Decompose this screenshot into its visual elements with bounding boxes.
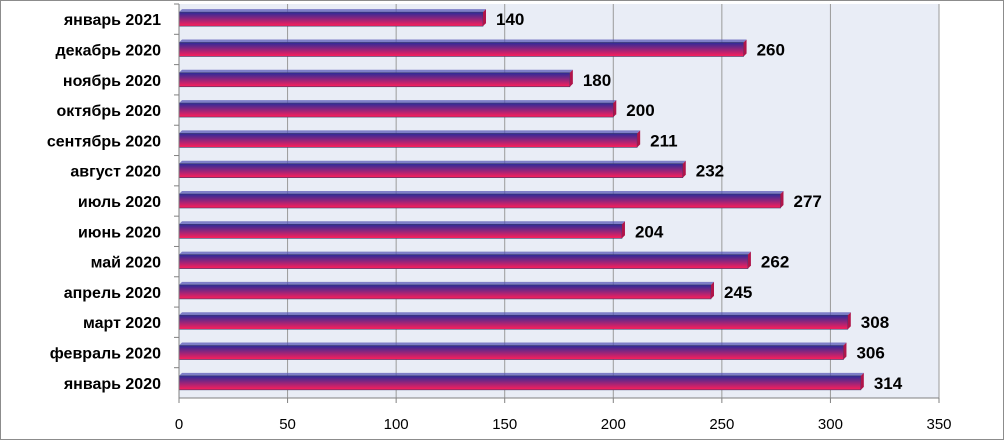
bar-side-face — [613, 100, 617, 118]
bar-ноябрь 2020 — [178, 72, 571, 88]
bar-side-face — [711, 281, 714, 299]
bar-side-face — [860, 372, 864, 390]
bar-июль 2020 — [178, 193, 781, 209]
value-label: 245 — [724, 283, 752, 302]
bars — [178, 9, 864, 391]
bar-top-face — [179, 39, 747, 43]
axes — [174, 3, 940, 403]
bar-side-face — [747, 251, 751, 269]
bar-side-face — [743, 39, 747, 57]
bar-top-face — [179, 281, 714, 285]
bar-side-face — [569, 69, 573, 87]
category-label: сентябрь 2020 — [47, 133, 161, 150]
bar-май 2020 — [178, 254, 749, 269]
bar-top-face — [179, 9, 486, 13]
bar-top-face — [179, 251, 751, 255]
category-label: июль 2020 — [78, 194, 161, 211]
bar-февраль 2020 — [178, 345, 844, 360]
bar-декабрь 2020 — [178, 42, 744, 57]
bar-сентябрь 2020 — [178, 133, 638, 148]
value-label: 211 — [650, 131, 677, 150]
x-tick-label: 50 — [279, 416, 296, 433]
value-label: 314 — [874, 374, 903, 393]
category-label: январь 2020 — [63, 376, 161, 393]
value-label: 232 — [696, 162, 724, 181]
category-label: июнь 2020 — [78, 224, 161, 241]
x-tick-label: 200 — [601, 416, 626, 433]
bar-октябрь 2020 — [178, 102, 614, 118]
category-label: январь 2021 — [63, 12, 161, 29]
value-label: 140 — [496, 10, 524, 29]
category-label: май 2020 — [91, 255, 162, 272]
labels: 0 50 100 150 200 250 300 350 январь 2021 140 декаб… — [47, 10, 952, 433]
value-label: 180 — [583, 71, 611, 90]
bar-top-face — [179, 69, 573, 73]
bar-апрель 2020 — [178, 284, 712, 300]
x-tick-label: 150 — [492, 416, 517, 433]
bar-top-face — [179, 130, 641, 134]
bar-top-face — [179, 372, 864, 376]
bar-side-face — [483, 9, 486, 27]
bar-top-face — [179, 191, 784, 194]
category-label: ноябрь 2020 — [63, 73, 161, 90]
value-label: 200 — [626, 101, 654, 120]
bar-side-face — [843, 342, 847, 360]
bar-side-face — [637, 130, 641, 148]
category-label: февраль 2020 — [50, 346, 161, 363]
x-tick-label: 0 — [175, 416, 183, 433]
category-label: апрель 2020 — [64, 285, 161, 302]
bar-июнь 2020 — [178, 224, 623, 239]
category-label: март 2020 — [83, 315, 161, 332]
value-label: 262 — [761, 253, 789, 272]
bar-март 2020 — [178, 314, 849, 330]
value-label: 204 — [635, 222, 664, 241]
x-tick-label: 100 — [384, 416, 409, 433]
bar-top-face — [179, 160, 686, 164]
bar-январь 2020 — [178, 375, 862, 391]
category-label: октябрь 2020 — [57, 103, 162, 120]
x-tick-label: 250 — [709, 416, 734, 433]
bar-август 2020 — [178, 163, 684, 178]
bar-side-face — [621, 221, 625, 239]
category-label: август 2020 — [70, 164, 161, 181]
bar-side-face — [780, 191, 784, 208]
bar-top-face — [179, 342, 847, 346]
value-label: 277 — [793, 192, 821, 211]
bar-январь 2021 — [178, 11, 484, 27]
value-label: 308 — [861, 313, 889, 332]
x-tick-label: 350 — [926, 416, 951, 433]
bar-top-face — [179, 221, 625, 225]
bar-top-face — [179, 100, 617, 104]
x-tick-label: 300 — [818, 416, 843, 433]
value-label: 306 — [856, 344, 884, 363]
bar-side-face — [847, 312, 851, 330]
bar-side-face — [682, 160, 686, 178]
bar-top-face — [179, 312, 851, 316]
category-label: декабрь 2020 — [56, 42, 162, 59]
value-label: 260 — [757, 40, 785, 59]
